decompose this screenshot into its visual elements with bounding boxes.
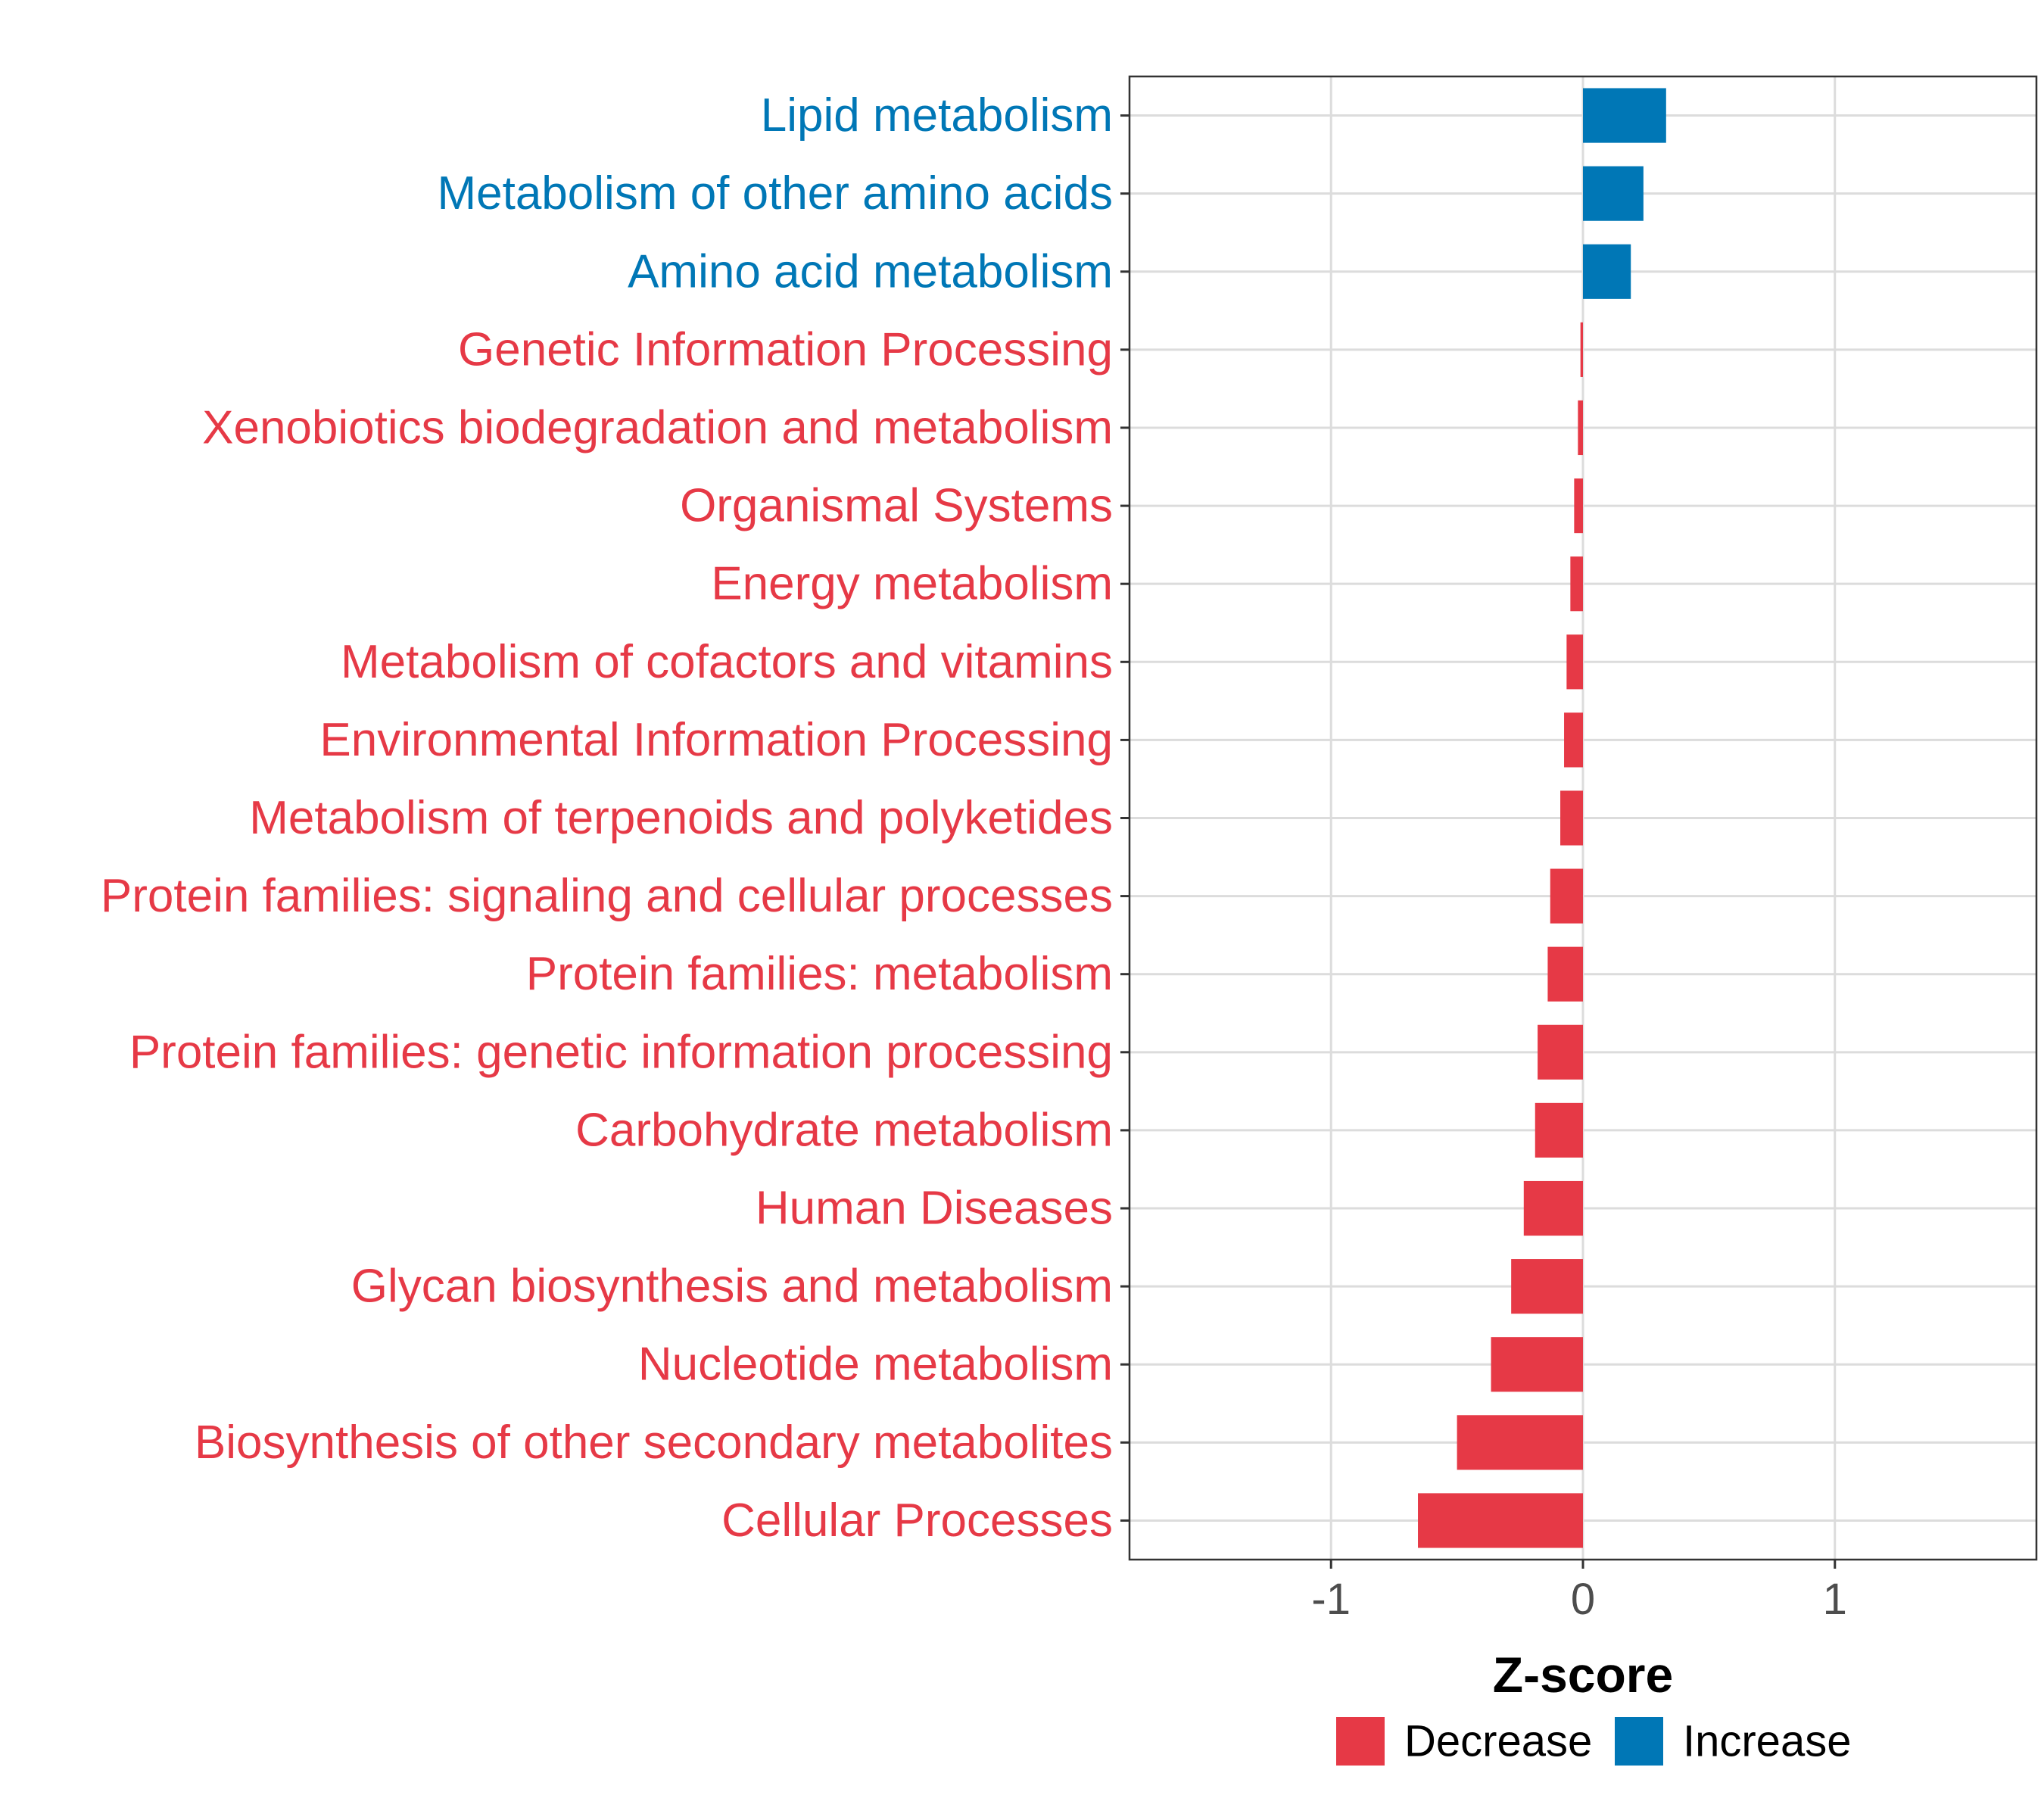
category-label: Nucleotide metabolism: [638, 1339, 1113, 1391]
category-label: Protein families: signaling and cellular…: [101, 870, 1113, 922]
category-label: Metabolism of other amino acids: [437, 167, 1113, 220]
y-axis-labels: Lipid metabolism Metabolism of other amin…: [101, 89, 1113, 1547]
category-label: Carbohydrate metabolism: [575, 1104, 1113, 1156]
bar-carbohydrate-metabolism: [1535, 1102, 1583, 1158]
category-label: Metabolism of cofactors and vitamins: [341, 636, 1113, 688]
legend-key-increase: [1615, 1717, 1663, 1766]
category-label: Amino acid metabolism: [628, 245, 1113, 298]
category-label: Genetic Information Processing: [458, 323, 1113, 376]
legend-label-increase: Increase: [1683, 1717, 1851, 1766]
bar-lipid-metabolism: [1583, 88, 1666, 143]
bar-genetic-information-processing: [1580, 322, 1583, 377]
legend-key-decrease: [1336, 1717, 1385, 1766]
x-axis-tick-labels: -1 0 1: [1311, 1575, 1846, 1624]
bar-biosynthesis-of-other-secondary-metabolites: [1457, 1415, 1583, 1470]
category-label: Energy metabolism: [711, 558, 1113, 610]
category-label: Xenobiotics biodegradation and metabolis…: [202, 401, 1113, 453]
legend: Decrease Increase: [1336, 1717, 1851, 1766]
bar-nucleotide-metabolism: [1491, 1337, 1583, 1392]
category-label: Glycan biosynthesis and metabolism: [351, 1261, 1113, 1313]
category-label: Protein families: genetic information pr…: [129, 1026, 1113, 1078]
bar-metabolism-of-cofactors-and-vitamins: [1566, 634, 1583, 690]
bar-metabolism-of-other-amino-acids: [1583, 166, 1644, 221]
bar-protein-families-metabolism: [1547, 946, 1583, 1002]
bar-protein-families-genetic-information-processing: [1538, 1024, 1583, 1080]
bar-human-diseases: [1523, 1180, 1583, 1236]
category-label: Human Diseases: [756, 1183, 1113, 1235]
bar-glycan-biosynthesis-and-metabolism: [1511, 1259, 1583, 1314]
legend-label-decrease: Decrease: [1404, 1717, 1592, 1766]
category-label: Biosynthesis of other secondary metaboli…: [195, 1417, 1113, 1469]
bar-protein-families-signaling-and-cellular-processes: [1550, 868, 1583, 924]
x-tick-label: 1: [1823, 1575, 1847, 1624]
bar-xenobiotics-biodegradation-and-metabolism: [1578, 400, 1583, 456]
category-label: Environmental Information Processing: [319, 714, 1113, 766]
x-tick-label: -1: [1311, 1575, 1351, 1624]
category-label: Protein families: metabolism: [526, 948, 1113, 1000]
x-tick-label: 0: [1571, 1575, 1595, 1624]
bar-cellular-processes: [1418, 1493, 1583, 1548]
bar-energy-metabolism: [1570, 556, 1583, 612]
category-label: Lipid metabolism: [761, 89, 1113, 142]
category-label: Cellular Processes: [721, 1494, 1113, 1547]
x-axis-ticks: [1329, 1560, 1837, 1569]
category-label: Metabolism of terpenoids and polyketides: [249, 792, 1113, 844]
category-label: Organismal Systems: [680, 480, 1113, 532]
bars: [1418, 88, 1666, 1548]
bar-organismal-systems: [1574, 478, 1583, 534]
bar-metabolism-of-terpenoids-and-polyketides: [1560, 790, 1583, 846]
bar-amino-acid-metabolism: [1583, 244, 1631, 299]
y-axis-ticks: [1120, 114, 1129, 1522]
bar-environmental-information-processing: [1564, 712, 1583, 768]
x-axis-title: Z-score: [1493, 1647, 1673, 1703]
